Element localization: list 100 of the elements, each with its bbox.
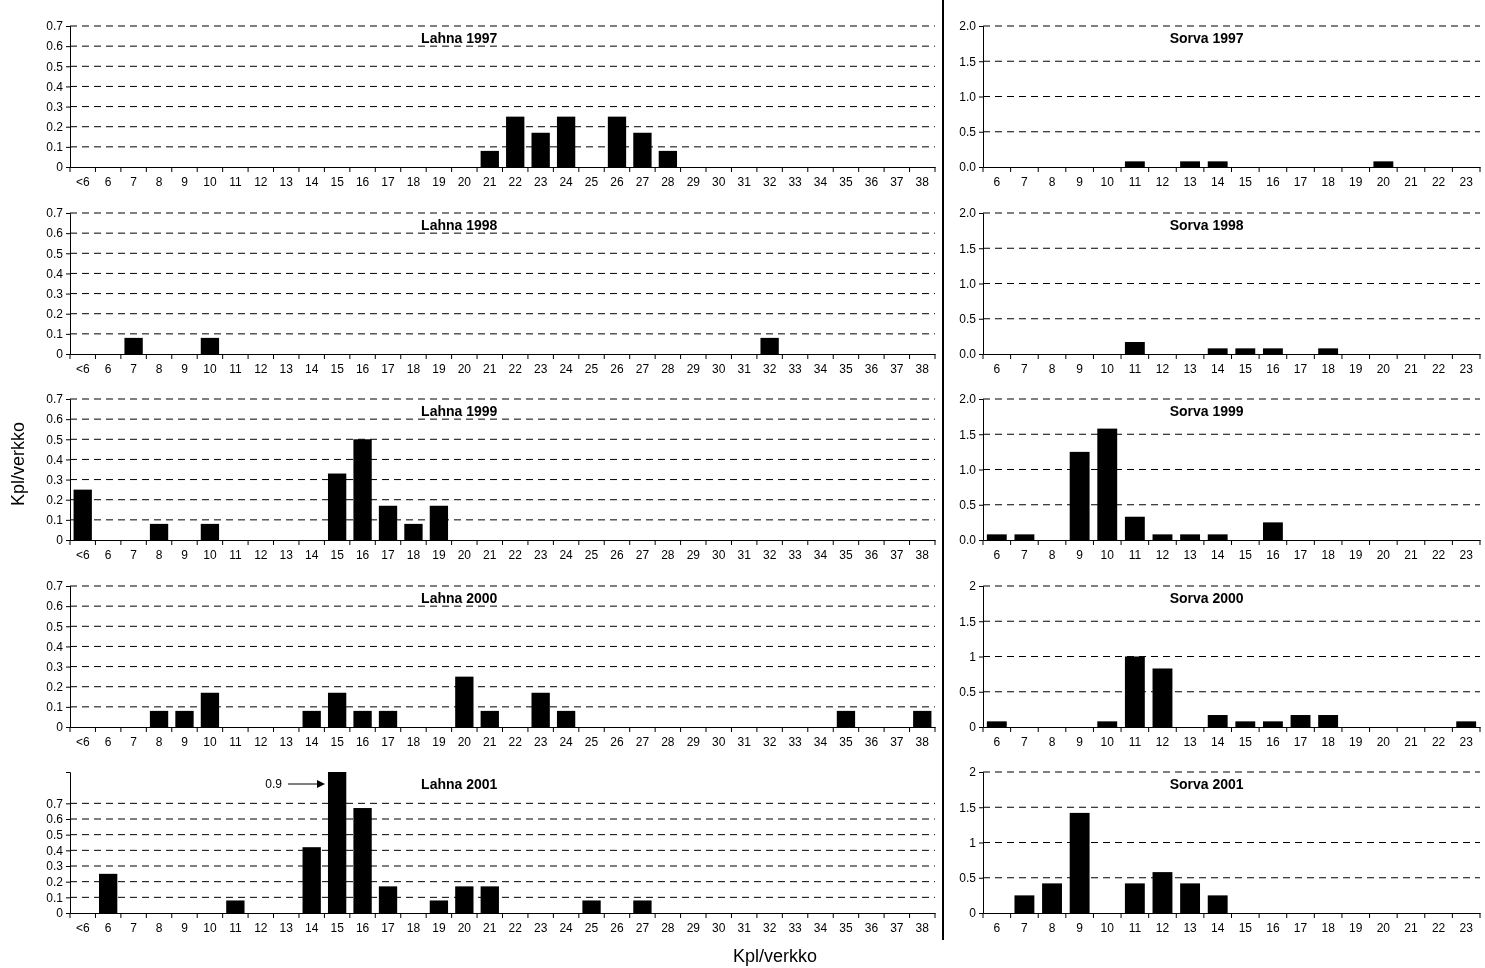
y-tick-label: 0 xyxy=(56,347,64,362)
x-tick-label: 16 xyxy=(1266,361,1280,376)
y-tick-label: 2.0 xyxy=(959,19,977,34)
y-tick-label: 0.2 xyxy=(46,307,64,322)
x-tick-label: 20 xyxy=(457,174,472,189)
x-tick-label: 30 xyxy=(712,361,726,376)
x-tick-label: 11 xyxy=(229,174,242,189)
x-tick-label: 22 xyxy=(508,920,523,935)
x-axis-title: Kpl/verkko xyxy=(732,946,818,966)
x-tick-label: 17 xyxy=(381,361,396,376)
x-tick-label: 25 xyxy=(584,920,599,935)
y-tick-label: 0.5 xyxy=(959,685,977,700)
x-tick-label: 8 xyxy=(1048,920,1056,935)
x-tick-label: 16 xyxy=(1266,734,1280,749)
x-tick-label: 21 xyxy=(1404,920,1418,935)
y-tick-label: 1.5 xyxy=(959,54,977,69)
x-tick-label: 9 xyxy=(181,734,189,749)
x-tick-label: 10 xyxy=(1100,174,1115,189)
x-tick-label: 19 xyxy=(1349,734,1363,749)
x-tick-label: 30 xyxy=(712,547,726,562)
x-tick-label: 24 xyxy=(559,174,574,189)
x-tick-label: 11 xyxy=(1128,547,1142,562)
x-tick-label: 29 xyxy=(686,547,701,562)
y-tick-label: 0.1 xyxy=(46,140,64,155)
x-tick-label: 12 xyxy=(1155,547,1170,562)
x-tick-label: 23 xyxy=(1459,361,1474,376)
y-tick-label: 0.6 xyxy=(46,599,64,614)
x-tick-label: 20 xyxy=(1376,547,1391,562)
x-tick-label: 30 xyxy=(712,174,726,189)
y-tick-label: 0.4 xyxy=(46,639,64,654)
y-tick-label: 0.6 xyxy=(46,412,64,427)
x-tick-label: 12 xyxy=(254,920,268,935)
y-tick-label: 0.7 xyxy=(46,796,64,811)
chart-title: Sorva 1998 xyxy=(1169,217,1244,233)
x-tick-label: 34 xyxy=(813,920,828,935)
y-tick-label: 0.0 xyxy=(959,347,977,362)
x-tick-label: 16 xyxy=(355,920,370,935)
x-tick-label: 9 xyxy=(181,174,189,189)
y-tick-label: 0.7 xyxy=(46,579,64,594)
y-tick-label: 1.0 xyxy=(959,462,977,477)
x-tick-label: 18 xyxy=(406,174,421,189)
x-tick-label: 38 xyxy=(915,734,930,749)
x-tick-label: 32 xyxy=(762,361,777,376)
x-tick-label: 8 xyxy=(1048,547,1056,562)
x-tick-label: 19 xyxy=(1349,547,1363,562)
x-tick-label: 24 xyxy=(559,920,574,935)
x-tick-label: 10 xyxy=(203,734,217,749)
x-tick-label: 37 xyxy=(890,361,904,376)
x-tick-label: 25 xyxy=(584,361,599,376)
x-tick-label: 19 xyxy=(432,734,446,749)
x-tick-label: 26 xyxy=(610,547,624,562)
x-tick-label: 20 xyxy=(1376,920,1391,935)
x-tick-label: 11 xyxy=(229,920,242,935)
y-tick-label: 2 xyxy=(969,579,977,594)
x-tick-label: 28 xyxy=(661,547,675,562)
x-tick-label: 6 xyxy=(993,547,1001,562)
chart-title: Sorva 2001 xyxy=(1169,776,1244,792)
x-tick-label: 35 xyxy=(839,547,853,562)
x-tick-label: 18 xyxy=(1321,734,1336,749)
y-tick-label: 0.1 xyxy=(46,700,64,715)
x-tick-label: <6 xyxy=(75,547,90,562)
y-tick-label: 0 xyxy=(56,160,64,175)
x-tick-label: 13 xyxy=(1183,734,1198,749)
x-tick-label: 32 xyxy=(762,734,777,749)
x-tick-label: 12 xyxy=(254,361,268,376)
chart-title: Lahna 1998 xyxy=(421,217,498,233)
x-tick-label: 15 xyxy=(1238,920,1253,935)
y-tick-label: 0.5 xyxy=(959,312,977,327)
x-tick-label: 13 xyxy=(1183,361,1198,376)
x-tick-label: 9 xyxy=(1076,174,1084,189)
x-tick-label: 23 xyxy=(533,734,548,749)
x-tick-label: 22 xyxy=(1431,920,1446,935)
y-tick-label: 1 xyxy=(969,835,977,850)
x-tick-label: 23 xyxy=(1459,734,1474,749)
y-tick-label: 0.5 xyxy=(46,246,64,261)
x-tick-label: 20 xyxy=(1376,361,1391,376)
x-tick-label: 38 xyxy=(915,361,930,376)
x-tick-label: 18 xyxy=(1321,361,1336,376)
chart-title: Sorva 2000 xyxy=(1169,590,1244,606)
x-tick-label: 12 xyxy=(1155,174,1170,189)
y-tick-label: 0 xyxy=(56,906,64,921)
x-tick-label: 9 xyxy=(1076,734,1084,749)
x-tick-label: 6 xyxy=(993,734,1001,749)
x-tick-label: 26 xyxy=(610,920,624,935)
x-tick-label: 8 xyxy=(155,920,163,935)
y-tick-label: 0.6 xyxy=(46,39,64,54)
x-tick-label: 22 xyxy=(1431,361,1446,376)
y-axis-title: Kpl/verkko xyxy=(8,421,28,507)
x-tick-label: 15 xyxy=(1238,734,1253,749)
x-tick-label: 17 xyxy=(381,920,396,935)
x-tick-label: 17 xyxy=(1293,920,1308,935)
x-tick-label: 16 xyxy=(355,361,370,376)
x-tick-label: 24 xyxy=(559,547,574,562)
x-tick-label: 14 xyxy=(1211,920,1225,935)
x-tick-label: 29 xyxy=(686,734,701,749)
x-tick-label: 27 xyxy=(635,920,650,935)
x-tick-label: 24 xyxy=(559,734,574,749)
y-tick-label: 0.3 xyxy=(46,659,64,674)
x-tick-label: 29 xyxy=(686,920,701,935)
x-tick-label: 12 xyxy=(1155,361,1170,376)
